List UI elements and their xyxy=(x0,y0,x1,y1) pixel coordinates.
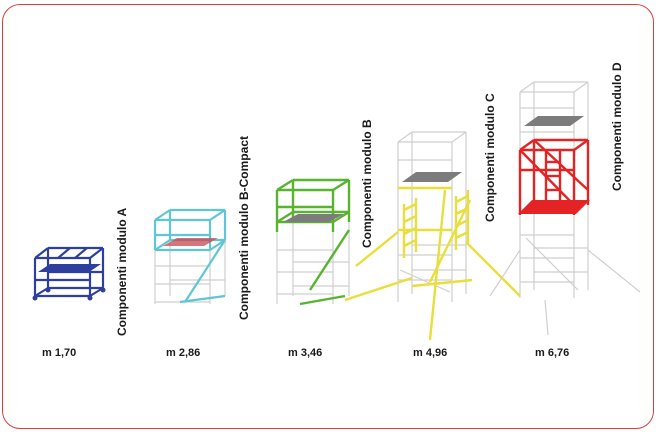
height-label-5: m 6,76 xyxy=(535,347,570,359)
height-label-3: m 3,46 xyxy=(288,347,323,359)
scaffold-tower-3 xyxy=(275,178,351,306)
module-a-label: Componenti modulo A xyxy=(115,207,129,336)
module-c-label: Componenti modulo C xyxy=(483,93,497,222)
rounded-border-frame xyxy=(2,4,654,429)
height-label-1: m 1,70 xyxy=(42,347,77,359)
module-b-compact-label: Componenti modulo B-Compact xyxy=(237,136,251,320)
module-b-label: Componenti modulo B xyxy=(360,119,374,248)
module-d-label: Componenti modulo D xyxy=(610,62,624,191)
scaffold-tower-1 xyxy=(32,246,106,301)
scaffold-tower-4 xyxy=(344,131,521,341)
scaffold-tower-5 xyxy=(489,81,641,336)
height-label-2: m 2,86 xyxy=(166,347,201,359)
scaffold-tower-2 xyxy=(153,208,227,304)
height-label-4: m 4,96 xyxy=(413,347,448,359)
